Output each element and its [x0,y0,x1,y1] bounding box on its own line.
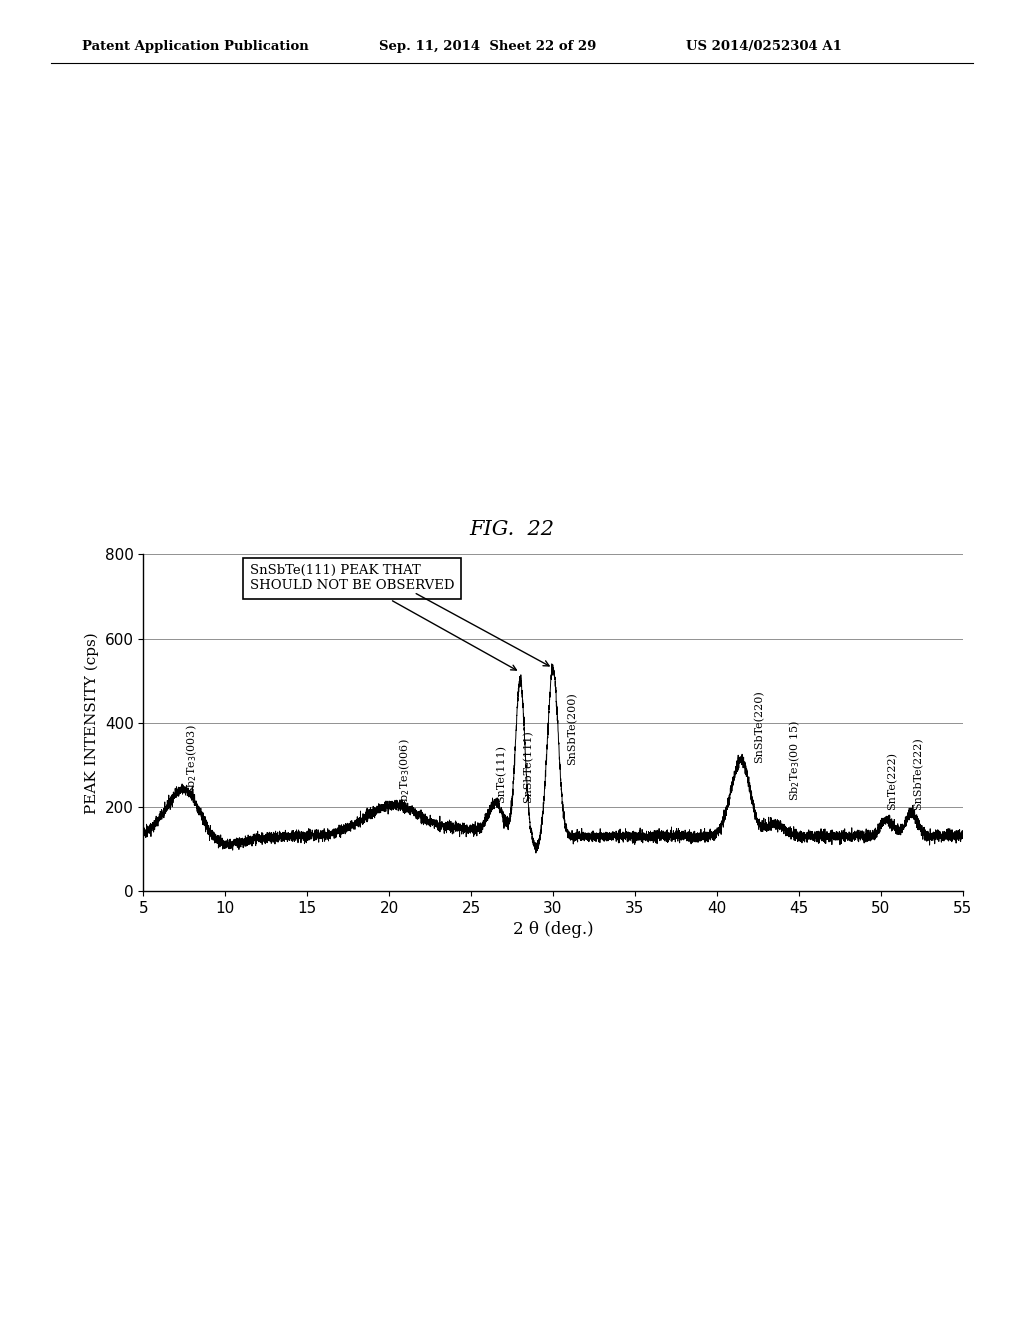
Text: SnTe(111): SnTe(111) [497,744,507,803]
Text: Sb$_2$Te$_3$(006): Sb$_2$Te$_3$(006) [397,738,412,809]
Text: Patent Application Publication: Patent Application Publication [82,40,308,53]
Y-axis label: PEAK INTENSITY (cps): PEAK INTENSITY (cps) [85,632,99,813]
Text: SnSbTe(111): SnSbTe(111) [522,730,532,803]
Text: SnSbTe(111) PEAK THAT
SHOULD NOT BE OBSERVED: SnSbTe(111) PEAK THAT SHOULD NOT BE OBSE… [250,564,516,671]
Text: Sep. 11, 2014  Sheet 22 of 29: Sep. 11, 2014 Sheet 22 of 29 [379,40,596,53]
Text: SnSbTe(222): SnSbTe(222) [912,737,923,809]
Text: US 2014/0252304 A1: US 2014/0252304 A1 [686,40,842,53]
Text: SnSbTe(220): SnSbTe(220) [755,690,765,763]
X-axis label: 2 θ (deg.): 2 θ (deg.) [513,921,593,939]
Text: Sb$_2$Te$_3$(003): Sb$_2$Te$_3$(003) [184,725,199,795]
Text: SnTe(222): SnTe(222) [887,752,897,809]
Text: Sb$_2$Te$_3$(00 15): Sb$_2$Te$_3$(00 15) [787,719,802,800]
Text: FIG.  22: FIG. 22 [469,520,555,539]
Text: SnSbTe(200): SnSbTe(200) [567,692,578,764]
